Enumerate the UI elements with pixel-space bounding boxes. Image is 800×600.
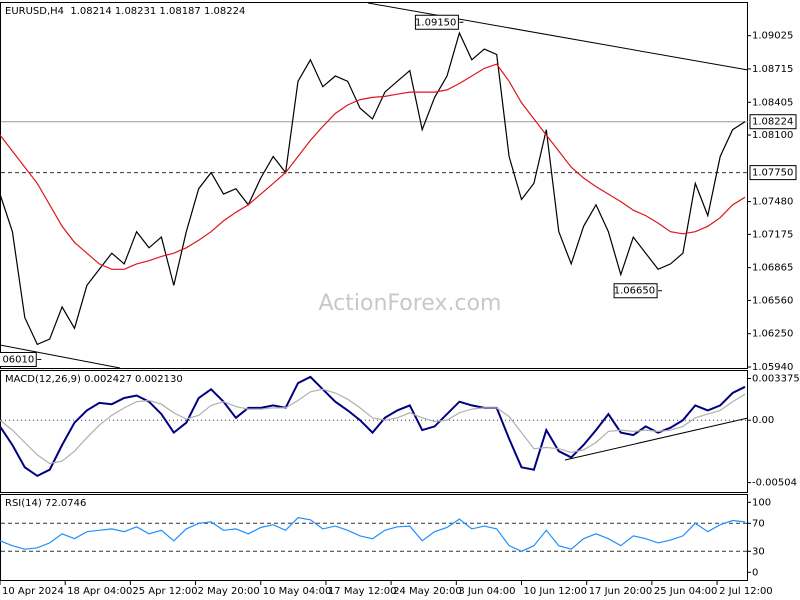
series-line xyxy=(0,517,746,552)
level-label-box xyxy=(749,114,797,130)
x-tick-label: 2 May 20:00 xyxy=(198,586,260,597)
x-tick-label: 18 Apr 04:00 xyxy=(67,586,132,597)
y-tick-label: 70 xyxy=(752,518,765,529)
panel-title: RSI(14) 72.0746 xyxy=(5,498,86,509)
x-tick-label: 17 Jun 20:00 xyxy=(589,586,653,597)
x-tick-label: 25 Jun 04:00 xyxy=(654,586,718,597)
trend-line xyxy=(564,417,749,461)
series-line xyxy=(0,63,746,270)
y-tick-label: 1.09025 xyxy=(752,31,793,42)
panel-title: MACD(12,26,9) 0.002427 0.002130 xyxy=(5,374,183,385)
x-tick-label: 10 Jun 12:00 xyxy=(524,586,588,597)
panel-title: EURUSD,H4 1.08214 1.08231 1.08187 1.0822… xyxy=(5,6,245,17)
y-tick-label: 30 xyxy=(752,546,765,557)
series-line xyxy=(0,31,746,346)
y-tick-label: 1.07480 xyxy=(752,197,793,208)
y-tick-label: 1.05940 xyxy=(752,362,793,373)
watermark: ActionForex.com xyxy=(319,291,502,316)
price-frame xyxy=(0,2,748,369)
y-tick-label: 1.06250 xyxy=(752,329,793,340)
series-line xyxy=(0,375,746,478)
annotation: 1.09150 xyxy=(415,17,456,28)
annotation-box xyxy=(613,283,658,299)
x-tick-label: 24 May 20:00 xyxy=(393,586,462,597)
annotation: 1.06650 xyxy=(614,286,655,297)
level-label: 1.08224 xyxy=(752,117,793,128)
level-label-box xyxy=(749,165,797,181)
annotation-box xyxy=(414,14,459,30)
y-tick-label: 1.07175 xyxy=(752,229,793,240)
y-tick-label: 100 xyxy=(752,497,771,508)
trend-line xyxy=(367,2,749,71)
x-tick-label: 10 May 04:00 xyxy=(263,586,332,597)
annotation: 06010 xyxy=(2,354,34,365)
y-tick-label: 0.00 xyxy=(752,415,774,426)
y-tick-label: 1.06865 xyxy=(752,263,793,274)
x-tick-label: 3 Jun 04:00 xyxy=(458,586,515,597)
trend-line xyxy=(0,344,121,369)
y-tick-label: 0.003375 xyxy=(752,373,800,384)
x-tick-label: 2 Jul 12:00 xyxy=(719,586,773,597)
y-tick-label: 0 xyxy=(752,567,758,578)
y-tick-label: 1.08405 xyxy=(752,97,793,108)
y-tick-label: 1.06560 xyxy=(752,295,793,306)
macd-frame xyxy=(0,370,748,493)
level-label: 1.07750 xyxy=(752,168,793,179)
y-tick-label: 1.08100 xyxy=(752,130,793,141)
x-tick-label: 17 May 12:00 xyxy=(328,586,397,597)
y-tick-label: 1.08715 xyxy=(752,64,793,75)
annotation-box xyxy=(0,351,37,367)
y-tick-label: -0.00504 xyxy=(752,478,797,489)
rsi-frame xyxy=(0,494,748,581)
x-tick-label: 10 Apr 2024 xyxy=(2,586,64,597)
x-tick-label: 25 Apr 12:00 xyxy=(132,586,197,597)
series-line xyxy=(0,388,746,465)
